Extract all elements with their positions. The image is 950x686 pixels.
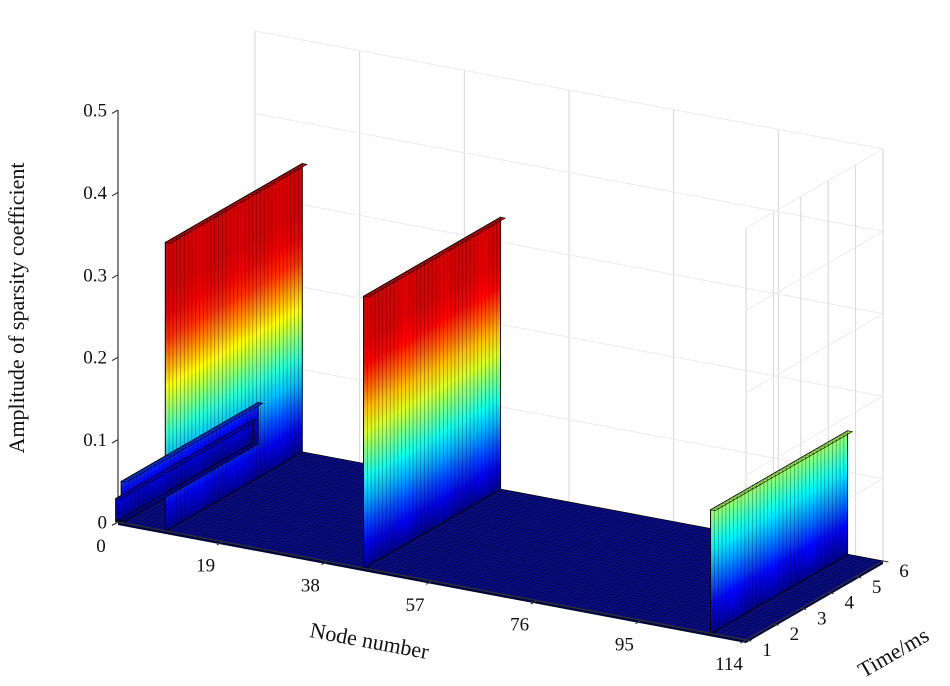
- z-tick-label: 0.2: [83, 348, 107, 369]
- time-tick-label: 5: [872, 577, 882, 598]
- z-tick-label: 0.3: [83, 265, 107, 286]
- y-axis-title: Time/ms: [853, 622, 933, 682]
- time-tick-label: 6: [899, 561, 909, 582]
- bar-wall-node-45: [362, 216, 507, 570]
- time-tick-label: 2: [790, 624, 800, 645]
- z-axis-title: Amplitude of sparsity coefficient: [4, 162, 29, 453]
- node-tick-label: 19: [196, 556, 215, 577]
- z-tick-label: 0.1: [83, 430, 107, 451]
- node-tick-label: 76: [510, 615, 529, 636]
- time-tick-label: 4: [844, 593, 854, 614]
- floor-right-skirt: [746, 561, 883, 643]
- floor-front-skirt: [118, 522, 746, 643]
- z-tick-label: 0.5: [83, 101, 107, 122]
- z-axis: 0 0.1 0.2 0.3 0.4 0.5 Amplitude of sparsity co…: [4, 101, 119, 534]
- node-tick-label: 38: [301, 575, 320, 596]
- z-tick-label: 0: [98, 513, 108, 534]
- node-tick-label: 57: [406, 595, 425, 616]
- node-tick-label: 114: [715, 654, 743, 675]
- time-tick-label: 3: [817, 608, 827, 629]
- bar-wall-node-108: [709, 430, 854, 635]
- time-tick-label: 1: [762, 640, 772, 661]
- node-tick-label: 0: [96, 536, 106, 557]
- x-axis-title: Node number: [308, 617, 432, 664]
- z-tick-label: 0.4: [83, 183, 107, 204]
- node-tick-label: 95: [615, 634, 634, 655]
